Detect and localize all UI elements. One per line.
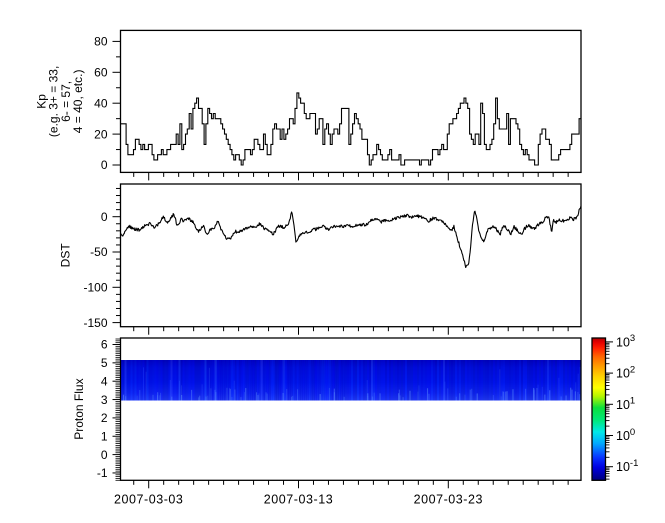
svg-text:DST: DST [59,243,73,268]
svg-text:2007-03-13: 2007-03-13 [264,493,333,507]
svg-text:80: 80 [94,35,108,49]
svg-text:0: 0 [101,210,108,224]
svg-text:4 = 40, etc.): 4 = 40, etc.) [71,70,85,134]
svg-text:5: 5 [101,356,108,370]
svg-text:20: 20 [94,127,108,141]
svg-text:1: 1 [101,429,108,443]
svg-text:-100: -100 [83,281,107,295]
svg-text:Kp: Kp [35,94,49,109]
svg-text:-150: -150 [83,316,107,330]
svg-text:-1: -1 [97,466,108,480]
svg-text:2007-03-23: 2007-03-23 [414,493,483,507]
svg-text:2: 2 [101,411,108,425]
svg-text:-50: -50 [90,245,108,259]
svg-text:0: 0 [101,448,108,462]
svg-text:3: 3 [101,393,108,407]
svg-text:0: 0 [101,158,108,172]
svg-text:60: 60 [94,66,108,80]
svg-text:6- = 57,: 6- = 57, [59,81,73,122]
svg-text:4: 4 [101,374,108,388]
svg-text:(e.g. 3+ = 33,: (e.g. 3+ = 33, [47,66,61,137]
svg-text:6: 6 [101,338,108,352]
svg-text:Proton Flux: Proton Flux [72,378,86,439]
svg-text:40: 40 [94,96,108,110]
svg-text:2007-03-03: 2007-03-03 [114,493,183,507]
